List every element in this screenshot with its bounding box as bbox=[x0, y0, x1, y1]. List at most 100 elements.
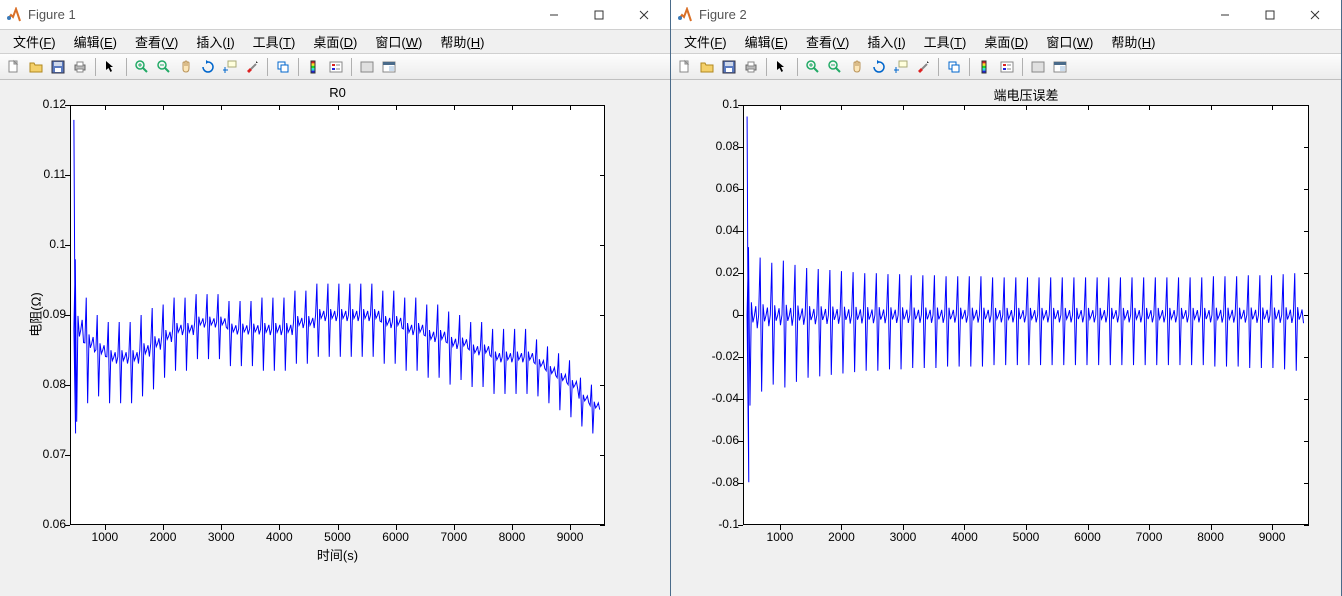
y-tick bbox=[600, 385, 605, 386]
y-tick-label: 0.1 bbox=[28, 237, 66, 251]
pan-icon[interactable] bbox=[847, 57, 867, 77]
zoom-in-icon[interactable] bbox=[132, 57, 152, 77]
y-tick bbox=[1304, 441, 1309, 442]
pointer-icon[interactable] bbox=[101, 57, 121, 77]
x-tick-label: 7000 bbox=[438, 530, 470, 544]
toolbar-separator bbox=[969, 58, 970, 76]
toolbar-separator bbox=[267, 58, 268, 76]
x-tick-label: 6000 bbox=[1072, 530, 1104, 544]
pointer-icon[interactable] bbox=[772, 57, 792, 77]
x-tick bbox=[780, 105, 781, 110]
zoom-in-icon[interactable] bbox=[803, 57, 823, 77]
menu-item[interactable]: 工具(T) bbox=[915, 30, 976, 53]
colorbar-icon[interactable] bbox=[975, 57, 995, 77]
menu-item[interactable]: 插入(I) bbox=[858, 30, 914, 53]
x-tick bbox=[1149, 105, 1150, 110]
pan-icon[interactable] bbox=[176, 57, 196, 77]
menu-item[interactable]: 窗口(W) bbox=[1037, 30, 1102, 53]
axes[interactable] bbox=[70, 105, 605, 525]
y-tick bbox=[1304, 105, 1309, 106]
save-icon[interactable] bbox=[719, 57, 739, 77]
x-tick bbox=[964, 105, 965, 110]
menu-item[interactable]: 编辑(E) bbox=[736, 30, 797, 53]
x-tick-label: 1000 bbox=[764, 530, 796, 544]
toolbar bbox=[671, 54, 1341, 80]
close-button[interactable] bbox=[621, 1, 666, 29]
menu-item[interactable]: 工具(T) bbox=[244, 30, 305, 53]
rotate-icon[interactable] bbox=[869, 57, 889, 77]
menu-item[interactable]: 文件(F) bbox=[4, 30, 65, 53]
colorbar-icon[interactable] bbox=[304, 57, 324, 77]
print-icon[interactable] bbox=[70, 57, 90, 77]
menu-item[interactable]: 文件(F) bbox=[675, 30, 736, 53]
print-icon[interactable] bbox=[741, 57, 761, 77]
axes[interactable] bbox=[743, 105, 1309, 525]
x-tick bbox=[512, 105, 513, 110]
legend-icon[interactable] bbox=[326, 57, 346, 77]
menu-item[interactable]: 查看(V) bbox=[797, 30, 858, 53]
open-icon[interactable] bbox=[697, 57, 717, 77]
minimize-button[interactable] bbox=[531, 1, 576, 29]
zoom-out-icon[interactable] bbox=[825, 57, 845, 77]
x-tick bbox=[338, 105, 339, 110]
y-tick bbox=[1304, 483, 1309, 484]
menu-item[interactable]: 桌面(D) bbox=[304, 30, 366, 53]
y-tick bbox=[1304, 147, 1309, 148]
y-tick bbox=[1304, 273, 1309, 274]
data-line bbox=[71, 106, 604, 524]
titlebar: Figure 2 bbox=[671, 0, 1341, 30]
hide-icon[interactable] bbox=[1028, 57, 1048, 77]
zoom-out-icon[interactable] bbox=[154, 57, 174, 77]
legend-icon[interactable] bbox=[997, 57, 1017, 77]
datacursor-icon[interactable] bbox=[220, 57, 240, 77]
maximize-button[interactable] bbox=[1247, 1, 1292, 29]
x-tick bbox=[1272, 105, 1273, 110]
rotate-icon[interactable] bbox=[198, 57, 218, 77]
menu-item[interactable]: 编辑(E) bbox=[65, 30, 126, 53]
titlebar: Figure 1 bbox=[0, 0, 670, 30]
x-tick bbox=[221, 105, 222, 110]
menu-item[interactable]: 帮助(H) bbox=[1102, 30, 1164, 53]
x-tick-label: 1000 bbox=[89, 530, 121, 544]
figure-window-2: Figure 2 文件(F)编辑(E)查看(V)插入(I)工具(T)桌面(D)窗… bbox=[671, 0, 1342, 596]
close-button[interactable] bbox=[1292, 1, 1337, 29]
hide-icon[interactable] bbox=[357, 57, 377, 77]
x-tick-label: 4000 bbox=[263, 530, 295, 544]
x-axis-label: 时间(s) bbox=[70, 545, 605, 564]
menubar: 文件(F)编辑(E)查看(V)插入(I)工具(T)桌面(D)窗口(W)帮助(H) bbox=[671, 30, 1341, 54]
y-tick bbox=[1304, 189, 1309, 190]
y-tick-label: 0.1 bbox=[701, 97, 739, 111]
open-icon[interactable] bbox=[26, 57, 46, 77]
maximize-button[interactable] bbox=[576, 1, 621, 29]
x-tick-label: 5000 bbox=[1010, 530, 1042, 544]
menu-item[interactable]: 查看(V) bbox=[126, 30, 187, 53]
y-tick-label: 0 bbox=[701, 307, 739, 321]
link-icon[interactable] bbox=[273, 57, 293, 77]
dock-icon[interactable] bbox=[1050, 57, 1070, 77]
y-tick bbox=[1304, 399, 1309, 400]
x-tick-label: 2000 bbox=[147, 530, 179, 544]
menu-item[interactable]: 帮助(H) bbox=[431, 30, 493, 53]
y-tick bbox=[600, 525, 605, 526]
brush-icon[interactable] bbox=[242, 57, 262, 77]
x-tick bbox=[279, 105, 280, 110]
dock-icon[interactable] bbox=[379, 57, 399, 77]
y-tick bbox=[1304, 315, 1309, 316]
y-tick bbox=[600, 105, 605, 106]
menu-item[interactable]: 窗口(W) bbox=[366, 30, 431, 53]
y-tick-label: 0.07 bbox=[28, 447, 66, 461]
save-icon[interactable] bbox=[48, 57, 68, 77]
new-figure-icon[interactable] bbox=[675, 57, 695, 77]
menu-item[interactable]: 桌面(D) bbox=[975, 30, 1037, 53]
new-figure-icon[interactable] bbox=[4, 57, 24, 77]
datacursor-icon[interactable] bbox=[891, 57, 911, 77]
figure-window-1: Figure 1 文件(F)编辑(E)查看(V)插入(I)工具(T)桌面(D)窗… bbox=[0, 0, 671, 596]
y-tick-label: 0.08 bbox=[28, 377, 66, 391]
brush-icon[interactable] bbox=[913, 57, 933, 77]
x-tick bbox=[163, 105, 164, 110]
minimize-button[interactable] bbox=[1202, 1, 1247, 29]
link-icon[interactable] bbox=[944, 57, 964, 77]
menu-item[interactable]: 插入(I) bbox=[187, 30, 243, 53]
toolbar-separator bbox=[938, 58, 939, 76]
chart-title: R0 bbox=[70, 85, 605, 100]
